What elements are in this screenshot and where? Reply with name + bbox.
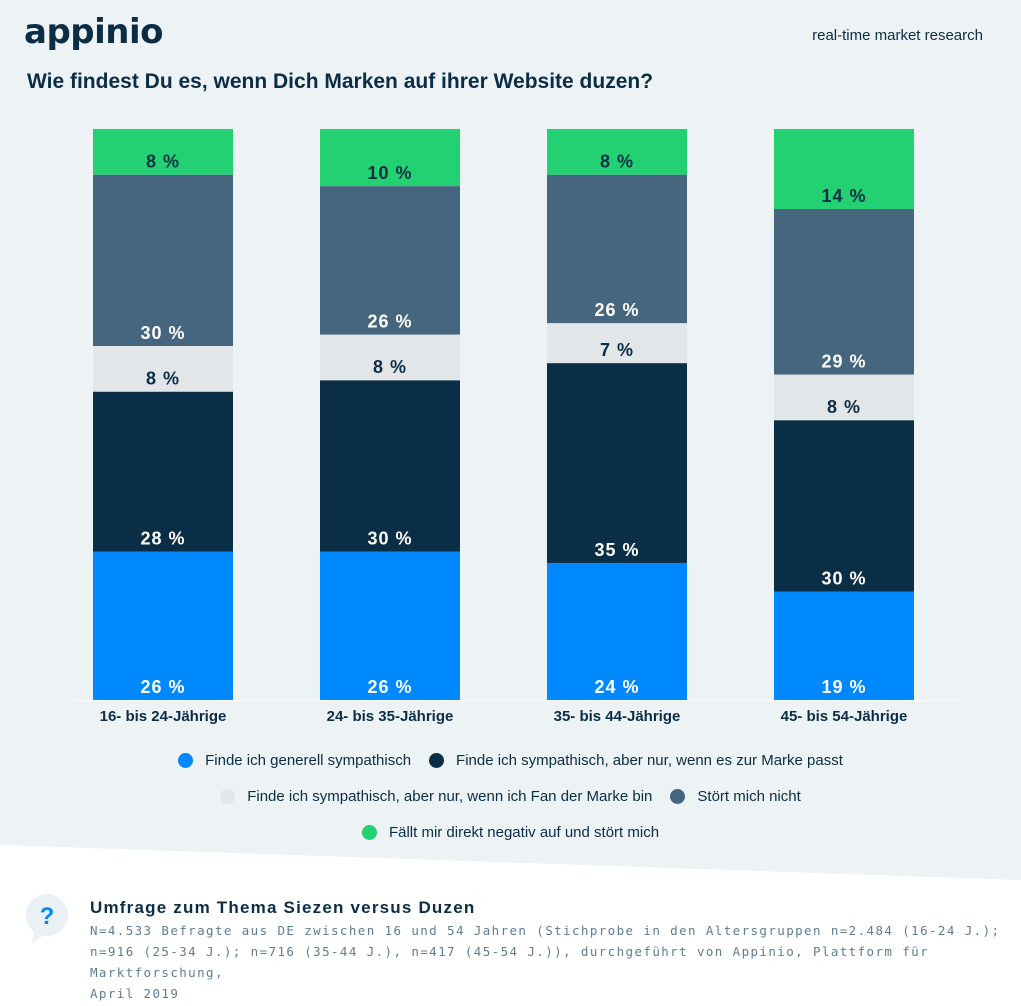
data-label: 28 % [140,529,185,549]
legend-item-stoert-nicht: Stört mich nicht [670,788,801,805]
x-tick-label: 24- bis 35-Jährige [327,708,454,725]
legend-item-marke-passt: Finde ich sympathisch, aber nur, wenn es… [429,752,843,769]
footer-note-line: N=4.533 Befragte aus DE zwischen 16 und … [90,923,1001,938]
data-label: 26 % [367,677,412,697]
data-label: 29 % [821,352,866,372]
footer-note-line: April 2019 [90,986,180,1001]
data-label: 8 % [373,357,407,377]
bar-segment [774,208,914,375]
data-label: 8 % [827,397,861,417]
question-bubble-icon: ? [26,894,68,943]
legend-dot-icon [361,825,377,840]
data-label: 14 % [821,186,866,206]
legend-row-1: Finde ich generell sympathisch Finde ich… [0,752,1021,769]
legend-label: Finde ich sympathisch, aber nur, wenn es… [456,752,843,769]
data-label: 26 % [594,300,639,320]
data-label: 30 % [821,569,866,589]
data-label: 26 % [367,312,412,332]
data-label: 26 % [140,677,185,697]
bar-segment [547,129,687,175]
legend-row-2: Finde ich sympathisch, aber nur, wenn ic… [0,788,1021,805]
bar-segment [547,562,687,700]
legend-item-negativ: Fällt mir direkt negativ auf und stört m… [361,824,660,841]
bar-segment [93,551,233,700]
legend-dot-icon [429,753,445,768]
bar-segment [320,186,460,335]
legend-label: Fällt mir direkt negativ auf und stört m… [388,824,660,841]
data-label: 35 % [594,540,639,560]
bar-segment [93,345,233,392]
x-tick-label: 45- bis 54-Jährige [781,708,908,725]
appinio-logo: appinio [24,12,164,52]
data-label: 8 % [146,152,180,172]
bar-segment [774,420,914,592]
x-tick-label: 16- bis 24-Jährige [100,708,227,725]
bar-segment [774,129,914,209]
bar-segment [320,551,460,700]
bar-segment [93,129,233,175]
legend-row-3: Fällt mir direkt negativ auf und stört m… [0,824,1021,841]
legend-dot-icon [178,753,194,768]
bar-segment [320,129,460,187]
data-label: 7 % [600,340,634,360]
bar-segment [320,380,460,552]
stacked-bar-chart: 26 % 28 % 8 % 30 % 8 % 16- bis 24-Jährige 26 %… [93,129,914,725]
data-label: 8 % [146,369,180,389]
bar-segment [93,391,233,552]
footer-note: N=4.533 Befragte aus DE zwischen 16 und … [90,920,1010,1004]
data-label: 19 % [821,677,866,697]
legend-label: Finde ich generell sympathisch [205,752,412,769]
legend-label: Stört mich nicht [697,788,801,805]
bar-segment [547,323,687,364]
x-tick-label: 35- bis 44-Jährige [554,708,681,725]
bar-segment [320,334,460,381]
bar-segment [93,174,233,346]
legend-dot-icon [670,789,686,804]
data-label: 10 % [367,163,412,183]
data-label: 30 % [367,529,412,549]
legend-item-fan: Finde ich sympathisch, aber nur, wenn ic… [220,788,652,805]
chart-title: Wie findest Du es, wenn Dich Marken auf … [27,70,654,93]
bar-segment [774,591,914,700]
data-label: 24 % [594,677,639,697]
data-label: 30 % [140,323,185,343]
legend-label: Finde ich sympathisch, aber nur, wenn ic… [247,788,653,805]
bar-segment [547,363,687,563]
tagline: real-time market research [812,27,983,44]
data-label: 8 % [600,152,634,172]
footer-title: Umfrage zum Thema Siezen versus Duzen [90,898,476,917]
bar-segment [547,174,687,324]
bar-segment [774,374,914,421]
footer-note-line: n=916 (25-34 J.); n=716 (35-44 J.), n=41… [90,944,930,980]
legend-dot-icon [220,789,236,804]
svg-text:?: ? [40,903,55,930]
legend-item-generell: Finde ich generell sympathisch [178,752,411,769]
